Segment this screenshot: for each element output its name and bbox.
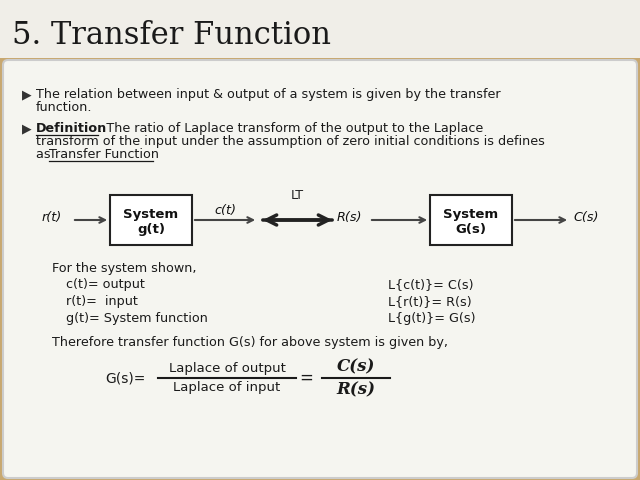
FancyBboxPatch shape bbox=[3, 60, 637, 478]
Text: System: System bbox=[444, 208, 499, 221]
Text: R(s): R(s) bbox=[337, 212, 362, 225]
Text: g(t): g(t) bbox=[137, 223, 165, 236]
Text: R(s): R(s) bbox=[337, 381, 376, 398]
Text: G(s): G(s) bbox=[456, 223, 486, 236]
Text: C(s): C(s) bbox=[573, 212, 598, 225]
Text: G(s)=: G(s)= bbox=[105, 371, 145, 385]
Text: function.: function. bbox=[36, 101, 93, 114]
Text: r(t)=  input: r(t)= input bbox=[66, 295, 138, 308]
Text: Laplace of output: Laplace of output bbox=[168, 362, 285, 375]
FancyBboxPatch shape bbox=[430, 195, 512, 245]
Text: as: as bbox=[36, 148, 54, 161]
FancyBboxPatch shape bbox=[110, 195, 192, 245]
Text: ▶: ▶ bbox=[22, 122, 31, 135]
Text: Definition: Definition bbox=[36, 122, 108, 135]
Text: Transfer Function: Transfer Function bbox=[49, 148, 159, 161]
Text: System: System bbox=[124, 208, 179, 221]
Text: L{g(t)}= G(s): L{g(t)}= G(s) bbox=[388, 312, 476, 325]
Text: =: = bbox=[299, 369, 313, 387]
Text: ▶: ▶ bbox=[22, 88, 31, 101]
FancyBboxPatch shape bbox=[0, 0, 640, 58]
Text: The relation between input & output of a system is given by the transfer: The relation between input & output of a… bbox=[36, 88, 500, 101]
Text: c(t): c(t) bbox=[214, 204, 236, 217]
Text: 5. Transfer Function: 5. Transfer Function bbox=[12, 21, 331, 51]
Text: c(t)= output: c(t)= output bbox=[66, 278, 145, 291]
Text: LT: LT bbox=[291, 189, 304, 202]
Text: L{r(t)}= R(s): L{r(t)}= R(s) bbox=[388, 295, 472, 308]
Text: For the system shown,: For the system shown, bbox=[52, 262, 196, 275]
Text: transform of the input under the assumption of zero initial conditions is define: transform of the input under the assumpt… bbox=[36, 135, 545, 148]
Text: g(t)= System function: g(t)= System function bbox=[66, 312, 208, 325]
Text: L{c(t)}= C(s): L{c(t)}= C(s) bbox=[388, 278, 474, 291]
Text: : The ratio of Laplace transform of the output to the Laplace: : The ratio of Laplace transform of the … bbox=[98, 122, 483, 135]
Text: Laplace of input: Laplace of input bbox=[173, 381, 280, 394]
Text: C(s): C(s) bbox=[337, 358, 375, 375]
Text: r(t): r(t) bbox=[42, 212, 62, 225]
Text: Therefore transfer function G(s) for above system is given by,: Therefore transfer function G(s) for abo… bbox=[52, 336, 448, 349]
